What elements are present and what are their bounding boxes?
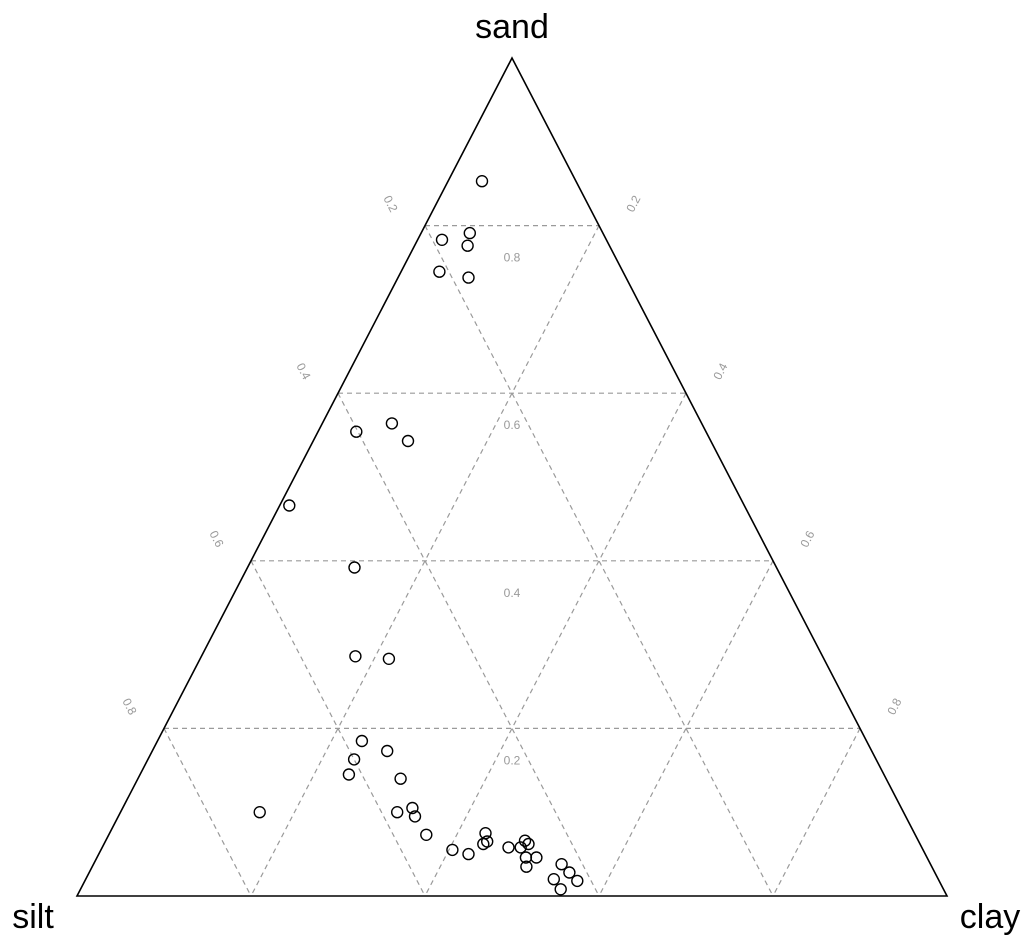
data-point-1 [463, 226, 476, 240]
data-point-21 [408, 810, 422, 823]
tick-label-right-1: 0.4 [710, 360, 730, 382]
data-point-10 [348, 561, 361, 574]
data-point-22 [420, 828, 433, 841]
axis-label-clay: clay [960, 898, 1020, 936]
data-point-2 [435, 233, 449, 247]
tick-labels: 0.2 0.4 0.6 0.8 0.2 0.4 0.6 0.8 0.8 0.6 0.4 0.2 [119, 193, 904, 768]
data-point-25 [481, 835, 494, 848]
data-point-20 [406, 801, 419, 815]
tick-label-left-1: 0.4 [293, 361, 313, 383]
axis-label-sand: sand [475, 8, 549, 46]
data-point-6 [385, 417, 399, 430]
data-point-16 [342, 768, 356, 781]
tick-label-right-2: 0.6 [797, 528, 817, 550]
data-point-5 [462, 271, 475, 284]
data-point-7 [350, 425, 363, 438]
data-point-28 [522, 837, 535, 851]
grid-line-clay-1 [424, 392, 687, 897]
tick-label-left-3: 0.8 [119, 696, 139, 718]
data-point-29 [502, 841, 515, 854]
data-point-35 [555, 858, 568, 871]
data-point-26 [477, 837, 490, 851]
tick-label-left-0: 0.2 [380, 193, 400, 215]
grid-line-clay-3 [772, 728, 861, 897]
tick-label-right-0: 0.2 [623, 193, 643, 215]
data-point-23 [446, 843, 459, 857]
grid-line-silt-3 [163, 728, 252, 897]
tick-label-center-0: 0.8 [504, 251, 521, 265]
grid-line-silt-1 [337, 392, 600, 897]
data-point-12 [382, 652, 396, 665]
data-point-8 [401, 434, 415, 448]
data-point-3 [461, 239, 474, 252]
data-point-36 [563, 866, 576, 879]
data-point-39 [554, 883, 567, 896]
data-point-34 [530, 851, 543, 864]
tick-label-center-3: 0.2 [504, 753, 521, 767]
data-point-31 [518, 834, 532, 847]
tick-label-left-2: 0.6 [206, 528, 226, 550]
tick-label-center-2: 0.4 [504, 586, 521, 600]
data-point-38 [571, 874, 584, 888]
tick-label-center-1: 0.6 [504, 418, 521, 432]
axis-label-silt: silt [12, 898, 54, 936]
data-point-9 [283, 499, 296, 512]
data-point-37 [547, 873, 560, 886]
data-point-27 [462, 847, 475, 861]
tick-label-right-3: 0.8 [884, 696, 904, 718]
data-point-33 [520, 860, 533, 873]
grid-lines [163, 225, 861, 897]
data-point-11 [349, 650, 362, 663]
data-point-17 [394, 772, 407, 785]
data-point-0 [475, 174, 489, 188]
data-point-18 [253, 806, 266, 819]
data-points [253, 174, 584, 896]
triangle-frame [75, 56, 949, 897]
data-point-13 [355, 734, 369, 748]
data-point-14 [347, 753, 361, 766]
data-point-4 [433, 265, 446, 278]
data-point-30 [514, 841, 527, 854]
data-point-19 [391, 806, 404, 819]
data-point-15 [381, 744, 394, 758]
